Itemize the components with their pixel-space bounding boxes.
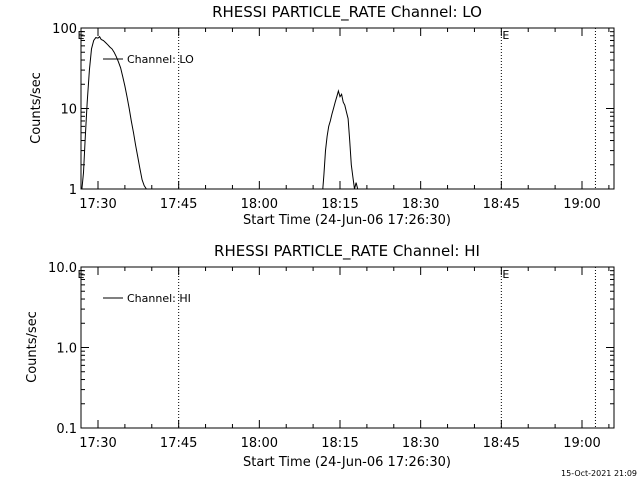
x-tick-label: 18:30 [402, 197, 439, 212]
hi-channel-panel: RHESSI PARTICLE_RATE Channel: HI Counts/… [25, 242, 615, 470]
x-tick-label: 17:45 [160, 197, 197, 212]
e-marker-label: E [77, 29, 84, 42]
e-marker-label: E [502, 268, 509, 281]
y-tick-label: 10 [60, 103, 77, 118]
x-tick-label: 18:15 [321, 436, 358, 451]
rate-series-line [81, 35, 148, 190]
y-tick-label: 100 [52, 22, 77, 37]
x-tick-label: 18:00 [241, 197, 278, 212]
y-tick-label: 0.1 [56, 422, 77, 437]
lo-dotted-lines [178, 28, 596, 189]
y-tick-label: 1 [69, 183, 77, 198]
e-marker-label: E [502, 29, 509, 42]
lo-channel-panel: RHESSI PARTICLE_RATE Channel: LO Counts/… [29, 3, 615, 228]
hi-legend-label: Channel: HI [127, 292, 191, 305]
rate-series-line [322, 89, 359, 190]
e-marker-label: E [77, 268, 84, 281]
x-tick-label: 18:00 [241, 436, 278, 451]
hi-chart-title: RHESSI PARTICLE_RATE Channel: HI [214, 242, 480, 261]
hi-x-axis-title: Start Time (24-Jun-06 17:26:30) [243, 455, 451, 470]
footer-timestamp: 15-Oct-2021 21:09 [561, 469, 637, 478]
lo-ticks: 17:30 17:45 18:00 18:15 18:30 18:45 19:00 1 10 10… [52, 22, 614, 212]
lo-legend-label: Channel: LO [127, 53, 194, 66]
y-tick-label: 10.0 [48, 261, 77, 276]
x-tick-label: 19:00 [563, 197, 600, 212]
x-tick-label: 17:45 [160, 436, 197, 451]
x-tick-label: 18:45 [483, 197, 520, 212]
hi-ticks: 17:30 17:45 18:00 18:15 18:30 18:45 19:00 0.1 1.… [48, 261, 614, 451]
hi-dotted-lines [178, 267, 596, 428]
x-tick-label: 17:30 [79, 197, 116, 212]
x-tick-label: 17:30 [79, 436, 116, 451]
lo-series [81, 35, 359, 190]
lo-legend: Channel: LO [103, 53, 194, 66]
lo-y-axis-title: Counts/sec [29, 72, 44, 144]
x-tick-label: 19:00 [563, 436, 600, 451]
lo-x-axis-title: Start Time (24-Jun-06 17:26:30) [243, 213, 451, 228]
x-tick-label: 18:45 [483, 436, 520, 451]
hi-legend: Channel: HI [103, 292, 191, 305]
x-tick-label: 18:15 [321, 197, 358, 212]
x-tick-label: 18:30 [402, 436, 439, 451]
hi-y-axis-title: Counts/sec [25, 311, 40, 383]
y-tick-label: 1.0 [56, 342, 77, 357]
lo-chart-title: RHESSI PARTICLE_RATE Channel: LO [212, 3, 482, 22]
